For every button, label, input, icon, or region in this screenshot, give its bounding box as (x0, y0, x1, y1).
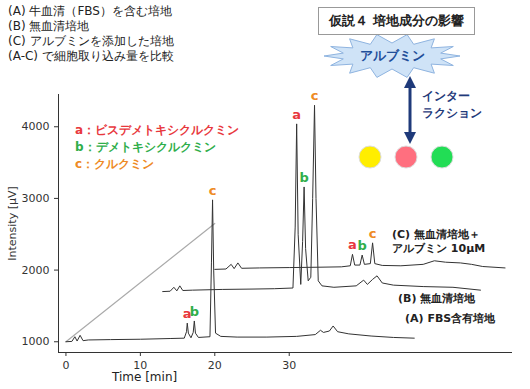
html-text:アルブミン: アルブミン (359, 48, 425, 63)
svg-text:c: c (369, 226, 377, 241)
svg-text:a: a (182, 306, 192, 322)
svg-text:a: a (348, 237, 357, 252)
svg-text:b: b (299, 170, 308, 185)
svg-text:1000: 1000 (22, 335, 50, 348)
svg-text:c: c (209, 183, 217, 198)
svg-text:c: c (311, 88, 319, 103)
html-text:(A-C) で細胞取り込み量を比較: (A-C) で細胞取り込み量を比較 (8, 49, 174, 63)
html-text:(A) FBS含有培地: (A) FBS含有培地 (405, 312, 496, 325)
svg-text:2000: 2000 (22, 264, 50, 277)
html-text:b：デメトキシクルクミン: b：デメトキシクルクミン (75, 140, 216, 154)
html-text:(A) 牛血清（FBS）を含む培地: (A) 牛血清（FBS）を含む培地 (8, 4, 172, 18)
svg-text:10: 10 (133, 359, 148, 373)
html-text:(B) 無血清培地: (B) 無血清培地 (8, 19, 90, 33)
svg-text:20: 20 (208, 359, 222, 372)
html-text:仮説４ 培地成分の影響: 仮説４ 培地成分の影響 (329, 13, 464, 28)
html-text:Time [min]: Time [min] (112, 370, 178, 384)
html-text:(C) 無血清培地＋ アルブミン 10μM: (C) 無血清培地＋ アルブミン 10μM (392, 228, 486, 255)
svg-text:0: 0 (62, 359, 69, 372)
svg-text:b: b (358, 238, 367, 253)
svg-text:Intensity [μV]: Intensity [μV] (6, 186, 19, 260)
html-text:(C) アルブミンを添加した培地: (C) アルブミンを添加した培地 (8, 34, 174, 48)
svg-text:30: 30 (282, 359, 296, 372)
svg-text:4000: 4000 (22, 120, 50, 133)
html-text:c：クルクミン: c：クルクミン (75, 157, 155, 171)
html-text:インター ラクション: インター ラクション (422, 89, 482, 120)
svg-text:a: a (292, 107, 301, 122)
svg-text:b: b (190, 304, 199, 319)
html-text:(B) 無血清培地: (B) 無血清培地 (398, 292, 476, 305)
html-text:a：ビスデメトキシクルクミン: a：ビスデメトキシクルクミン (75, 123, 240, 137)
svg-text:3000: 3000 (22, 192, 50, 205)
